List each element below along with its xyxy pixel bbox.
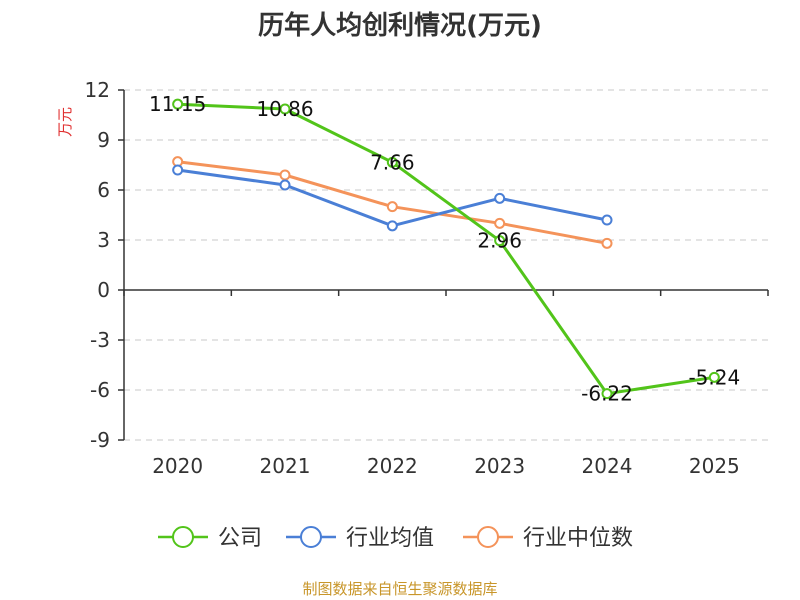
legend-marker <box>300 526 322 548</box>
y-tick-label: 12 <box>85 78 110 102</box>
y-tick-label: -9 <box>90 428 110 452</box>
source-note: 制图数据来自恒生聚源数据库 <box>302 580 497 598</box>
legend[interactable]: 公司 行业均值 行业中位数 <box>158 526 633 551</box>
data-point[interactable] <box>386 201 398 213</box>
series-line-0 <box>177 102 715 396</box>
data-point[interactable] <box>708 371 720 383</box>
data-point[interactable] <box>279 103 291 115</box>
y-tick-label: 6 <box>97 178 110 202</box>
x-tick-label: 2021 <box>260 454 311 478</box>
y-tick-label: 3 <box>97 228 110 252</box>
legend-marker <box>172 526 194 548</box>
data-labels: 11.15 10.86 7.66 2.96 -6.22 -5.24 <box>149 92 740 406</box>
x-tick-label: 2023 <box>474 454 525 478</box>
legend-label: 行业中位数 <box>523 526 633 551</box>
chart-title: 历年人均创利情况(万元) <box>258 10 542 41</box>
data-point[interactable] <box>494 192 506 204</box>
legend-item-0[interactable]: 公司 <box>158 526 262 551</box>
axes: 12 9 6 3 0 -3 -6 -9 2020 2021 2022 2023 2024 2025 <box>85 78 769 478</box>
data-point[interactable] <box>172 98 184 110</box>
data-label: -6.22 <box>581 382 633 406</box>
data-label: 10.86 <box>256 97 313 121</box>
legend-marker <box>477 526 499 548</box>
x-tick-label: 2024 <box>582 454 633 478</box>
y-axis-label: 万元 <box>56 107 74 137</box>
data-point[interactable] <box>279 169 291 181</box>
x-tick-label: 2022 <box>367 454 418 478</box>
data-label: -5.24 <box>688 365 740 389</box>
data-point[interactable] <box>494 217 506 229</box>
y-tick-label: -3 <box>90 328 110 352</box>
x-tick-label: 2020 <box>152 454 203 478</box>
series-line-1 <box>177 168 608 228</box>
legend-label: 行业均值 <box>346 526 434 551</box>
legend-label: 公司 <box>218 526 262 551</box>
y-tick-label: 9 <box>97 128 110 152</box>
data-point[interactable] <box>601 214 613 226</box>
y-tick-label: -6 <box>90 378 110 402</box>
grid <box>124 89 768 441</box>
data-point[interactable] <box>601 237 613 249</box>
data-point[interactable] <box>172 164 184 176</box>
y-tick-label: 0 <box>97 278 110 302</box>
series <box>172 98 720 400</box>
data-point[interactable] <box>386 220 398 232</box>
data-label: 2.96 <box>477 229 522 253</box>
data-label: 7.66 <box>370 150 415 174</box>
data-point[interactable] <box>494 235 506 247</box>
data-point[interactable] <box>601 388 613 400</box>
legend-item-2[interactable]: 行业中位数 <box>463 526 633 551</box>
data-label: 11.15 <box>149 92 206 116</box>
data-point[interactable] <box>386 156 398 168</box>
data-point[interactable] <box>279 179 291 191</box>
legend-item-1[interactable]: 行业均值 <box>286 526 434 551</box>
x-tick-label: 2025 <box>689 454 740 478</box>
